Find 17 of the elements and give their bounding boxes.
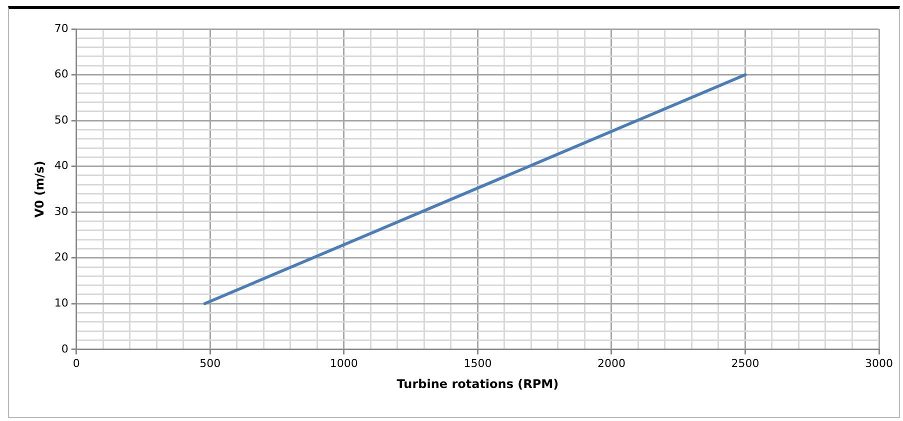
y-axis-title: V0 (m/s)	[32, 160, 46, 218]
x-axis-title: Turbine rotations (RPM)	[396, 376, 559, 391]
x-tick-label: 0	[72, 356, 80, 370]
y-tick-label: 40	[54, 159, 68, 172]
x-tick-label: 2000	[597, 356, 626, 370]
y-tick-label: 0	[61, 342, 68, 356]
x-tick-label: 1500	[464, 356, 492, 370]
y-tick-label: 30	[54, 204, 68, 218]
y-tick-label: 70	[54, 22, 68, 35]
y-tick-label: 10	[54, 296, 68, 310]
x-tick-label: 3000	[865, 356, 893, 370]
x-tick-label: 1000	[330, 356, 358, 370]
y-tick-label: 20	[54, 250, 68, 264]
x-tick-label: 500	[200, 356, 221, 370]
y-tick-label: 50	[54, 113, 68, 126]
x-tick-label: 2500	[731, 356, 760, 370]
y-tick-label: 60	[54, 68, 68, 81]
